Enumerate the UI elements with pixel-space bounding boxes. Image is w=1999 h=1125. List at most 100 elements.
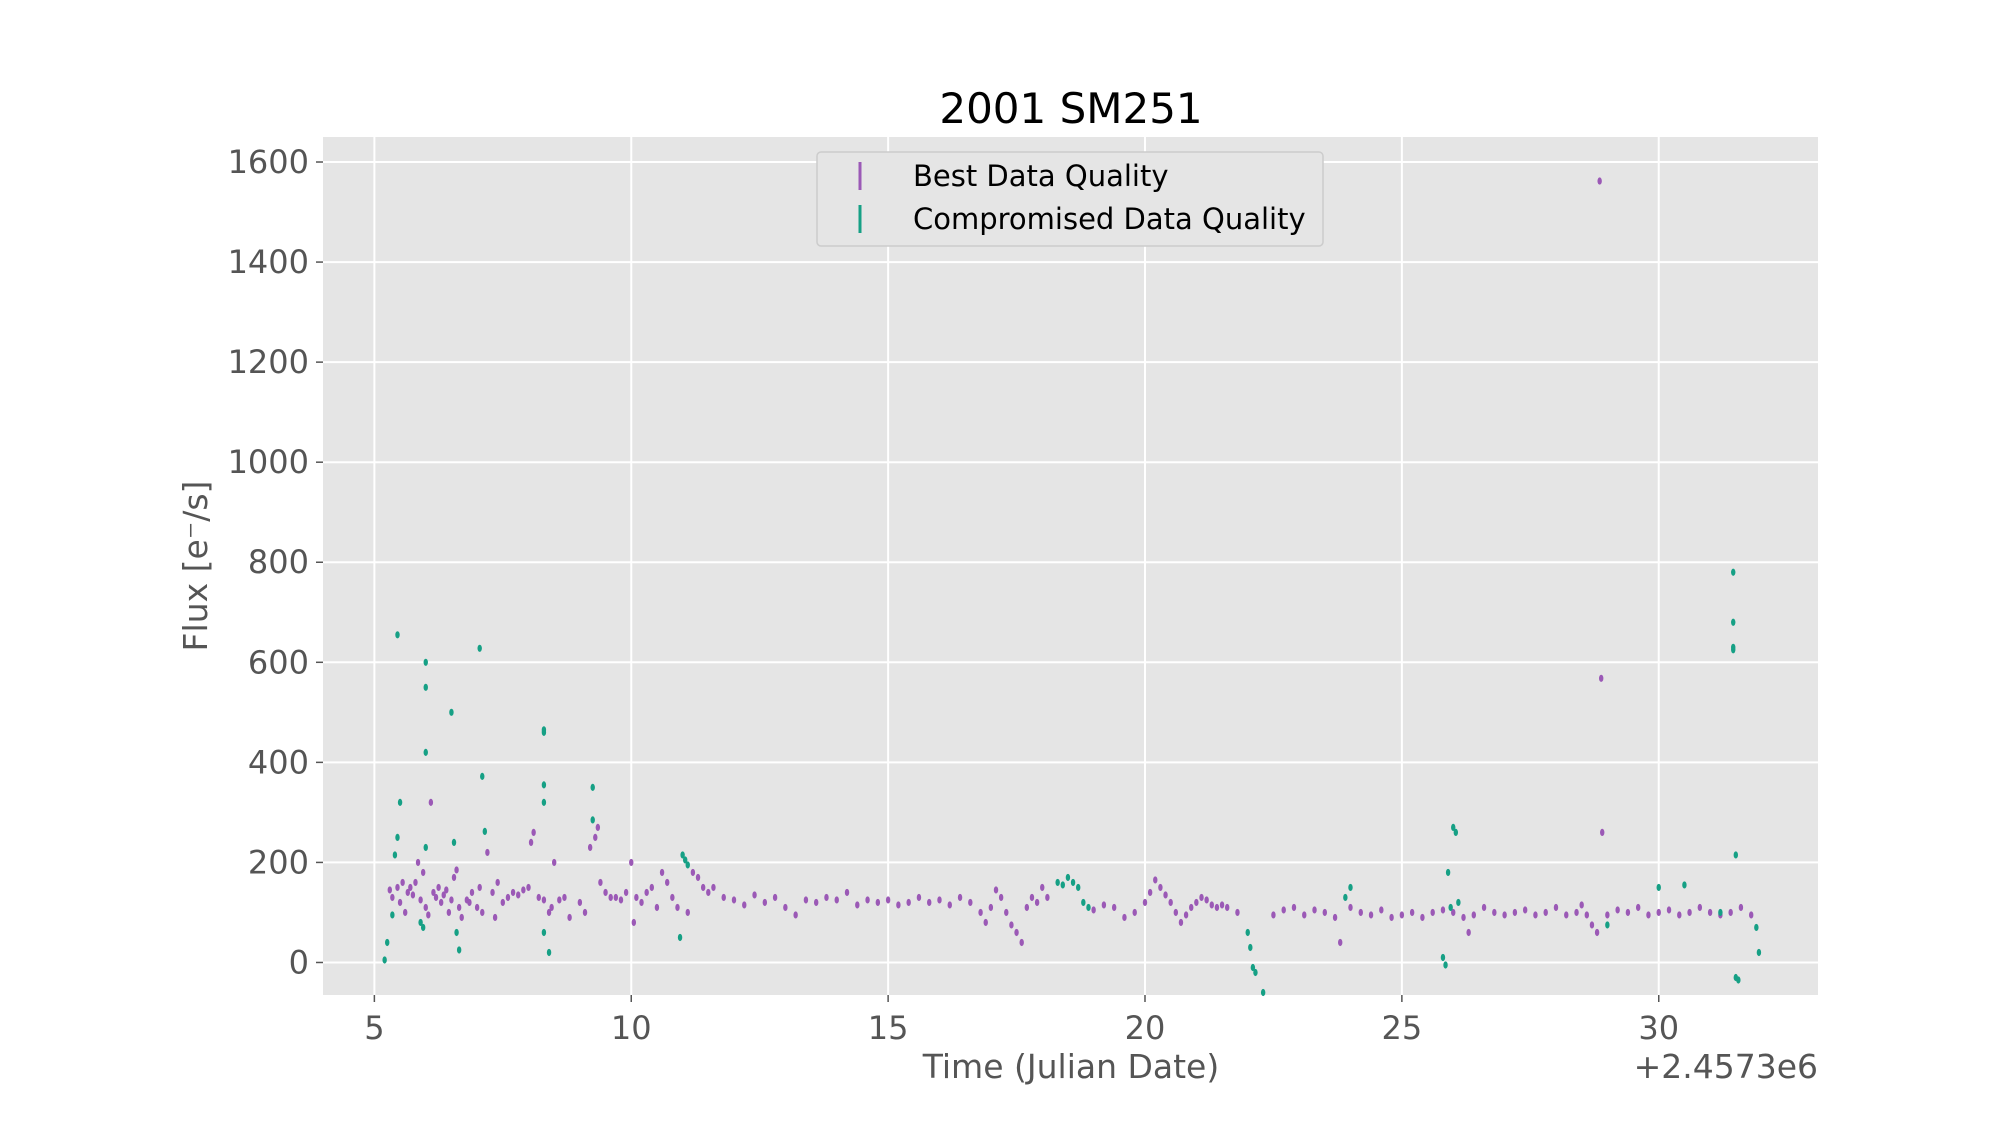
- best-quality-point: [413, 878, 418, 887]
- best-quality-point: [1430, 908, 1435, 917]
- best-quality-point: [618, 896, 624, 904]
- best-quality-point: [1204, 896, 1209, 904]
- best-quality-point: [927, 898, 932, 907]
- best-quality-point: [505, 893, 511, 902]
- best-quality-point: [454, 866, 459, 874]
- best-quality-point: [1271, 911, 1276, 919]
- best-quality-point: [978, 908, 983, 917]
- best-quality-point: [1040, 883, 1045, 892]
- best-quality-point: [1512, 908, 1518, 917]
- best-quality-point: [1728, 908, 1733, 917]
- compromised-quality-point: [1456, 898, 1461, 907]
- best-quality-point: [1553, 903, 1559, 912]
- compromised-quality-point: [1076, 883, 1081, 892]
- best-quality-point: [1024, 903, 1030, 912]
- best-quality-point: [528, 838, 534, 847]
- best-quality-point: [400, 878, 405, 887]
- best-quality-point: [531, 828, 536, 837]
- compromised-quality-point: [680, 851, 685, 859]
- best-quality-point: [1322, 908, 1328, 917]
- compromised-quality-point: [382, 956, 387, 964]
- best-quality-point: [1147, 888, 1153, 897]
- x-tick-label: 10: [611, 1009, 652, 1047]
- best-quality-point: [1281, 906, 1286, 914]
- best-quality-point: [803, 896, 809, 904]
- compromised-quality-point: [477, 644, 482, 652]
- best-quality-point: [1199, 893, 1204, 902]
- y-tick-label: 1600: [228, 143, 309, 181]
- best-quality-point: [557, 896, 562, 904]
- compromised-quality-point: [480, 772, 485, 780]
- best-quality-point: [451, 873, 457, 882]
- best-quality-point: [813, 898, 819, 907]
- legend-box: [816, 151, 1324, 247]
- best-quality-point: [1409, 908, 1415, 917]
- best-quality-point: [1019, 938, 1024, 947]
- best-quality-point: [731, 896, 737, 904]
- best-quality-point: [467, 898, 472, 907]
- best-quality-point: [1579, 901, 1584, 909]
- best-quality-point: [469, 888, 475, 897]
- best-quality-point: [968, 898, 973, 907]
- best-quality-point: [1224, 903, 1230, 912]
- best-quality-point: [1605, 911, 1610, 919]
- compromised-quality-point: [546, 948, 552, 957]
- compromised-quality-point: [1731, 618, 1736, 626]
- best-quality-point: [410, 891, 416, 899]
- best-quality-point: [706, 888, 711, 897]
- best-quality-point: [1635, 903, 1641, 912]
- best-quality-point: [1589, 921, 1595, 929]
- best-quality-point: [541, 896, 547, 904]
- compromised-quality-point: [420, 923, 426, 932]
- best-quality-point: [824, 893, 829, 902]
- compromised-quality-point: [1656, 883, 1661, 892]
- best-quality-point: [1122, 913, 1127, 922]
- best-quality-point: [1574, 908, 1579, 917]
- best-quality-point: [1461, 913, 1466, 922]
- best-quality-point: [1697, 903, 1703, 912]
- y-tick-label: 1200: [228, 343, 309, 381]
- compromised-quality-point: [1451, 823, 1456, 832]
- best-quality-point: [446, 908, 452, 917]
- compromised-quality-point: [1070, 878, 1076, 887]
- best-quality-point: [1481, 903, 1487, 912]
- best-quality-point: [1168, 898, 1173, 907]
- best-quality-point: [762, 898, 768, 907]
- best-quality-point: [916, 893, 922, 902]
- best-quality-point: [1173, 908, 1179, 917]
- best-quality-point: [438, 898, 444, 907]
- x-axis-offset-label: +2.4573e6: [1634, 1047, 1818, 1086]
- best-quality-point: [1302, 911, 1307, 919]
- best-quality-point: [1656, 908, 1661, 917]
- compromised-quality-point: [1253, 968, 1258, 977]
- best-quality-point: [495, 878, 500, 887]
- best-quality-point: [549, 903, 554, 912]
- best-quality-point: [634, 893, 639, 902]
- x-axis-label: Time (Julian Date): [922, 1047, 1219, 1086]
- compromised-quality-point: [1736, 976, 1741, 984]
- best-quality-point: [1214, 903, 1220, 912]
- best-quality-point: [906, 898, 911, 907]
- best-quality-point: [598, 878, 603, 887]
- best-quality-point: [1153, 876, 1158, 884]
- compromised-quality-point: [456, 946, 462, 954]
- best-quality-point: [1358, 908, 1363, 917]
- best-quality-point: [639, 898, 644, 907]
- data-points: [382, 177, 1762, 997]
- best-quality-point: [1163, 891, 1168, 899]
- best-quality-point: [1625, 908, 1631, 917]
- y-tick-label: 1400: [228, 243, 309, 281]
- best-quality-point: [402, 908, 408, 917]
- best-quality-point: [1389, 913, 1394, 922]
- compromised-quality-point: [541, 781, 547, 789]
- compromised-quality-point: [1682, 881, 1687, 889]
- compromised-quality-point: [1443, 961, 1448, 969]
- best-quality-point: [937, 896, 942, 904]
- best-quality-point: [397, 898, 403, 907]
- best-quality-point: [1738, 903, 1744, 912]
- legend-label-best: Best Data Quality: [913, 159, 1169, 193]
- compromised-quality-point: [1756, 948, 1762, 957]
- compromised-quality-point: [1060, 881, 1065, 889]
- best-quality-point: [1598, 674, 1604, 682]
- legend: Best Data Quality Compromised Data Quali…: [816, 151, 1324, 247]
